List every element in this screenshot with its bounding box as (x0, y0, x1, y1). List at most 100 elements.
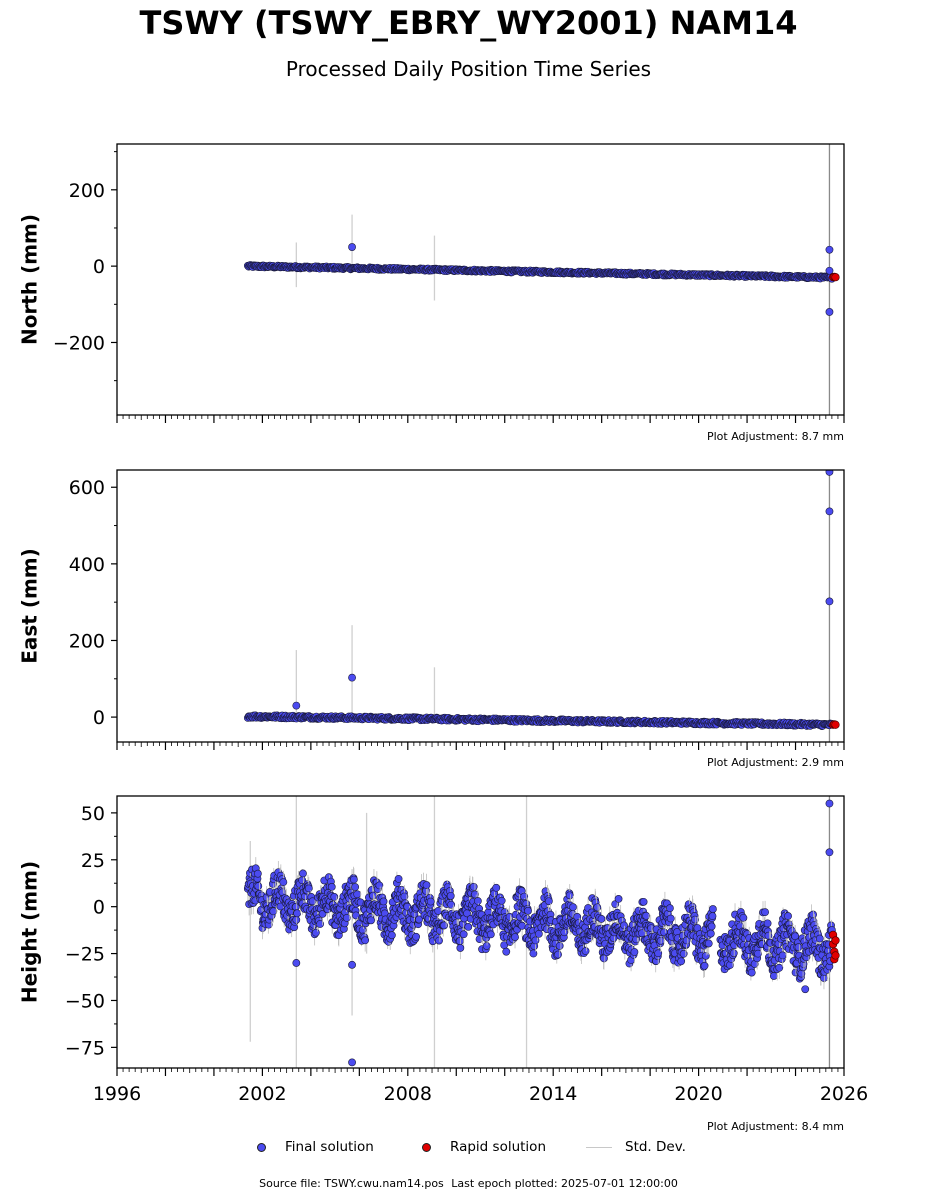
legend-final: Final solution (257, 1139, 374, 1155)
final-point (707, 922, 716, 931)
final-point (316, 920, 324, 928)
final-point (565, 891, 574, 900)
final-point (473, 897, 482, 905)
final-point (704, 939, 713, 948)
final-point (815, 934, 824, 943)
x-tick-label: 2008 (384, 1083, 432, 1105)
final-point (764, 931, 773, 940)
y-tick-label: 200 (69, 180, 105, 202)
legend-final-label: Final solution (285, 1139, 374, 1155)
final-point (308, 897, 317, 906)
final-point (775, 963, 784, 972)
final-point (691, 915, 699, 924)
y-tick-label: 200 (69, 630, 105, 652)
final-point (706, 929, 715, 938)
footer: Source file: TSWY.cwu.nam14.pos Last epo… (0, 1177, 937, 1190)
final-point (825, 597, 834, 606)
rapid-point (831, 951, 840, 960)
final-point (440, 921, 448, 930)
final-point (369, 891, 377, 900)
final-point (292, 959, 301, 967)
final-point (412, 932, 420, 941)
final-point (656, 936, 665, 945)
final-point (784, 912, 792, 920)
final-point (351, 883, 360, 891)
final-point (554, 950, 562, 959)
plot-adjustment: Plot Adjustment: 2.9 mm (707, 756, 844, 769)
final-point (387, 931, 396, 940)
final-point (701, 951, 710, 960)
y-tick-label: 600 (69, 477, 105, 499)
stddev-line-icon (586, 1146, 612, 1148)
final-point (569, 903, 577, 912)
final-point (292, 915, 301, 924)
x-tick-label: 2002 (238, 1083, 286, 1105)
x-tick-label: 2020 (674, 1083, 722, 1105)
final-point (254, 882, 263, 891)
final-point (620, 921, 628, 930)
y-axis-label: East (mm) (18, 548, 42, 664)
final-point (739, 913, 748, 922)
final-point (253, 869, 262, 878)
y-tick-label: 0 (93, 707, 105, 729)
y-axis-label: Height (mm) (18, 861, 42, 1003)
final-point (677, 957, 686, 966)
y-tick-label: −50 (65, 990, 105, 1012)
final-point (794, 943, 803, 952)
final-point (747, 968, 756, 977)
final-point (447, 900, 456, 909)
final-point (654, 949, 663, 958)
final-point (304, 884, 313, 893)
final-point (299, 869, 307, 878)
final-point (825, 308, 834, 316)
rapid-marker-icon (422, 1142, 431, 1152)
final-point (639, 897, 648, 906)
final-point (708, 912, 717, 921)
final-point (666, 914, 675, 923)
final-point (348, 960, 356, 969)
y-tick-label: 400 (69, 554, 105, 576)
rapid-point (831, 936, 840, 945)
y-tick-label: 0 (93, 256, 105, 278)
final-point (555, 941, 564, 950)
final-point (666, 904, 674, 913)
final-point (700, 961, 709, 970)
legend-std: Std. Dev. (586, 1139, 686, 1155)
final-marker-icon (257, 1142, 266, 1152)
final-point (492, 883, 501, 892)
final-point (312, 928, 320, 937)
final-point (459, 930, 468, 939)
y-tick-label: 25 (81, 850, 105, 872)
final-point (342, 913, 351, 922)
final-point (825, 266, 834, 275)
final-point (379, 897, 388, 906)
final-point (293, 909, 302, 918)
plot-adjustment: Plot Adjustment: 8.7 mm (707, 430, 844, 443)
y-tick-label: −75 (65, 1037, 105, 1059)
final-point (638, 929, 646, 938)
final-point (330, 893, 339, 901)
final-point (825, 245, 834, 254)
final-point (361, 936, 370, 945)
final-point (415, 915, 423, 924)
y-tick-label: −200 (53, 332, 105, 354)
final-point (524, 906, 532, 915)
y-tick-label: −25 (65, 944, 105, 966)
chart-title: TSWY (TSWY_EBRY_WY2001) NAM14 (139, 4, 798, 42)
final-point (394, 874, 403, 883)
final-point (426, 897, 435, 906)
final-point (349, 875, 358, 884)
final-point (729, 949, 738, 958)
final-point (446, 891, 455, 900)
final-point (327, 883, 336, 891)
final-point (279, 878, 288, 887)
final-point (456, 937, 464, 945)
rapid-point (831, 720, 840, 729)
final-point (353, 890, 362, 899)
final-point (754, 949, 762, 958)
plot-adjustment: Plot Adjustment: 8.4 mm (707, 1120, 844, 1133)
final-point (497, 896, 506, 905)
final-point (367, 916, 375, 925)
final-point (482, 942, 491, 950)
